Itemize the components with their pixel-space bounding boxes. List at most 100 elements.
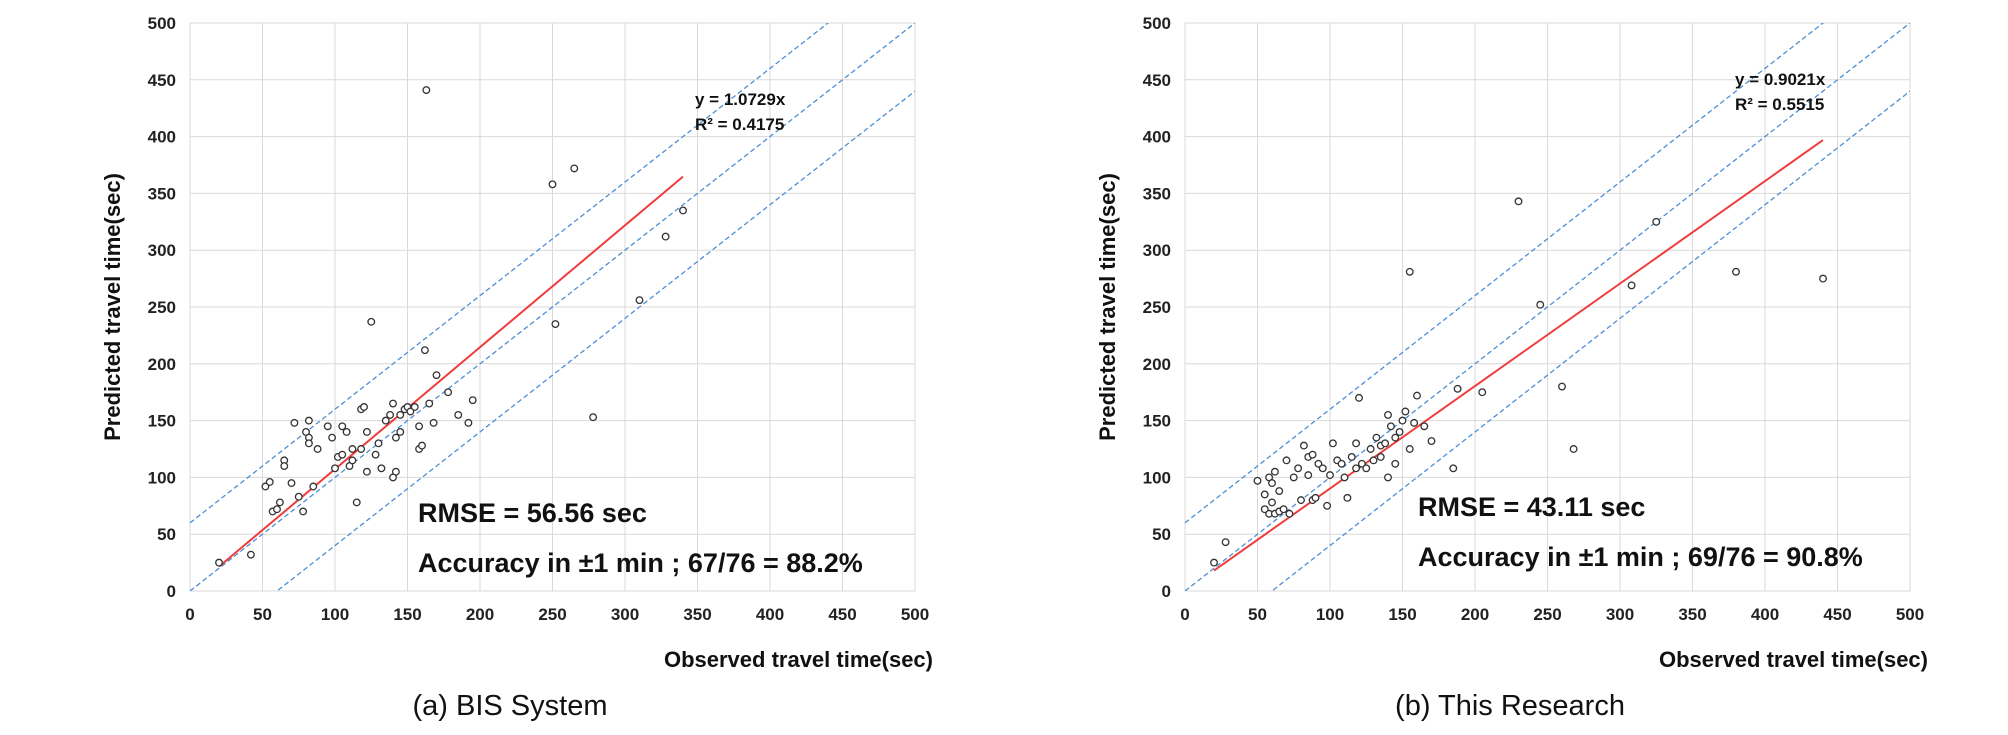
scatter-point xyxy=(352,498,361,507)
scatter-point xyxy=(1304,471,1313,480)
x-axis-label: Observed travel time(sec) xyxy=(664,647,933,672)
r-squared-label: R² = 0.5515 xyxy=(1735,95,1824,114)
scatter-point xyxy=(1627,281,1636,290)
equation-label: y = 1.0729x xyxy=(695,90,786,109)
scatter-point xyxy=(1275,487,1284,495)
y-tick-label: 400 xyxy=(148,128,176,147)
y-tick-label: 300 xyxy=(148,241,176,260)
scatter-point xyxy=(1323,501,1332,510)
scatter-point xyxy=(1449,464,1458,473)
scatter-point xyxy=(1221,538,1230,547)
scatter-point xyxy=(1732,267,1740,276)
scatter-point xyxy=(420,346,429,355)
scatter-point xyxy=(1253,476,1262,485)
scatter-point xyxy=(1260,490,1269,499)
x-tick-label: 400 xyxy=(1751,605,1779,624)
scatter-point xyxy=(275,498,284,507)
y-tick-label: 200 xyxy=(148,355,176,374)
scatter-point xyxy=(396,410,405,419)
scatter-point xyxy=(1326,471,1334,480)
scatter-point xyxy=(422,86,431,94)
scatter-point xyxy=(1558,382,1566,391)
scatter-point xyxy=(294,492,303,501)
scatter-point xyxy=(338,450,347,459)
scatter-point xyxy=(1340,473,1349,482)
scatter-point xyxy=(357,445,366,453)
scatter-point xyxy=(377,464,386,473)
scatter-point xyxy=(313,445,322,453)
scatter-point xyxy=(1268,479,1276,488)
scatter-point xyxy=(1386,422,1395,431)
scatter-point xyxy=(396,428,405,436)
y-tick-label: 450 xyxy=(1143,71,1171,90)
scatter-point xyxy=(287,479,296,488)
scatter-point xyxy=(1308,450,1317,459)
scatter-point xyxy=(1357,459,1366,468)
x-tick-label: 200 xyxy=(466,605,494,624)
y-tick-label: 200 xyxy=(1143,355,1171,374)
scatter-point xyxy=(429,418,438,427)
scatter-point xyxy=(304,439,313,448)
scatter-point xyxy=(1405,267,1414,276)
scatter-point xyxy=(1210,558,1218,567)
band-lines xyxy=(190,23,915,591)
scatter-point xyxy=(1260,505,1269,514)
identity-line xyxy=(190,23,915,591)
scatter-point xyxy=(304,416,313,425)
scatter-point xyxy=(1289,473,1298,482)
scatter-point xyxy=(415,422,424,431)
scatter-point xyxy=(299,507,308,516)
y-tick-label: 0 xyxy=(167,582,176,601)
scatter-point xyxy=(391,433,400,442)
x-tick-label: 400 xyxy=(756,605,784,624)
scatter-point xyxy=(389,399,397,408)
x-tick-label: 450 xyxy=(828,605,856,624)
scatter-point xyxy=(1343,493,1352,502)
scatter-point xyxy=(1362,464,1371,473)
y-axis-label: Predicted travel time(sec) xyxy=(100,173,125,441)
scatter-point xyxy=(323,422,332,431)
scatter-point xyxy=(1413,391,1421,400)
scatter-point xyxy=(410,403,419,411)
scatter-point xyxy=(1384,473,1392,482)
scatter-point xyxy=(265,477,274,486)
x-tick-label: 350 xyxy=(1678,605,1706,624)
scatter-point xyxy=(348,456,357,465)
y-tick-label: 150 xyxy=(148,412,176,431)
y-tick-label: 250 xyxy=(148,298,176,317)
y-tick-label: 150 xyxy=(1143,412,1171,431)
scatter-point xyxy=(1366,445,1375,453)
scatter-point xyxy=(215,558,223,567)
scatter-point xyxy=(548,180,557,189)
scatter-point xyxy=(280,462,289,470)
scatter-point xyxy=(406,407,415,416)
scatter-point xyxy=(1369,456,1378,465)
scatter-point xyxy=(328,433,337,442)
y-tick-label: 50 xyxy=(157,525,176,544)
caption-b: (b) This Research xyxy=(1395,690,1625,722)
scatter-point xyxy=(1282,456,1291,465)
x-tick-label: 50 xyxy=(1248,605,1267,624)
y-tick-label: 300 xyxy=(1143,241,1171,260)
y-tick-label: 100 xyxy=(1143,468,1171,487)
scatter-point xyxy=(1410,418,1419,427)
scatter-point xyxy=(348,445,357,453)
scatter-point xyxy=(464,418,473,427)
scatter-point xyxy=(1299,441,1308,450)
x-tick-label: 0 xyxy=(185,605,194,624)
scatter-point xyxy=(1352,439,1361,448)
scatter-point xyxy=(1391,459,1400,468)
scatter-point xyxy=(362,428,371,436)
x-tick-label: 100 xyxy=(321,605,349,624)
x-tick-label: 150 xyxy=(1388,605,1416,624)
scatter-point xyxy=(454,410,463,419)
r-squared-label: R² = 0.4175 xyxy=(695,115,784,134)
scatter-point xyxy=(1279,505,1288,514)
x-tick-label: 300 xyxy=(1606,605,1634,624)
scatter-point xyxy=(374,439,383,448)
scatter-point xyxy=(1337,459,1346,468)
x-axis-label: Observed travel time(sec) xyxy=(1659,647,1928,672)
scatter-point xyxy=(1391,433,1400,442)
accuracy-label: Accuracy in ±1 min ; 69/76 = 90.8% xyxy=(1418,542,1863,572)
x-tick-label: 0 xyxy=(1180,605,1189,624)
